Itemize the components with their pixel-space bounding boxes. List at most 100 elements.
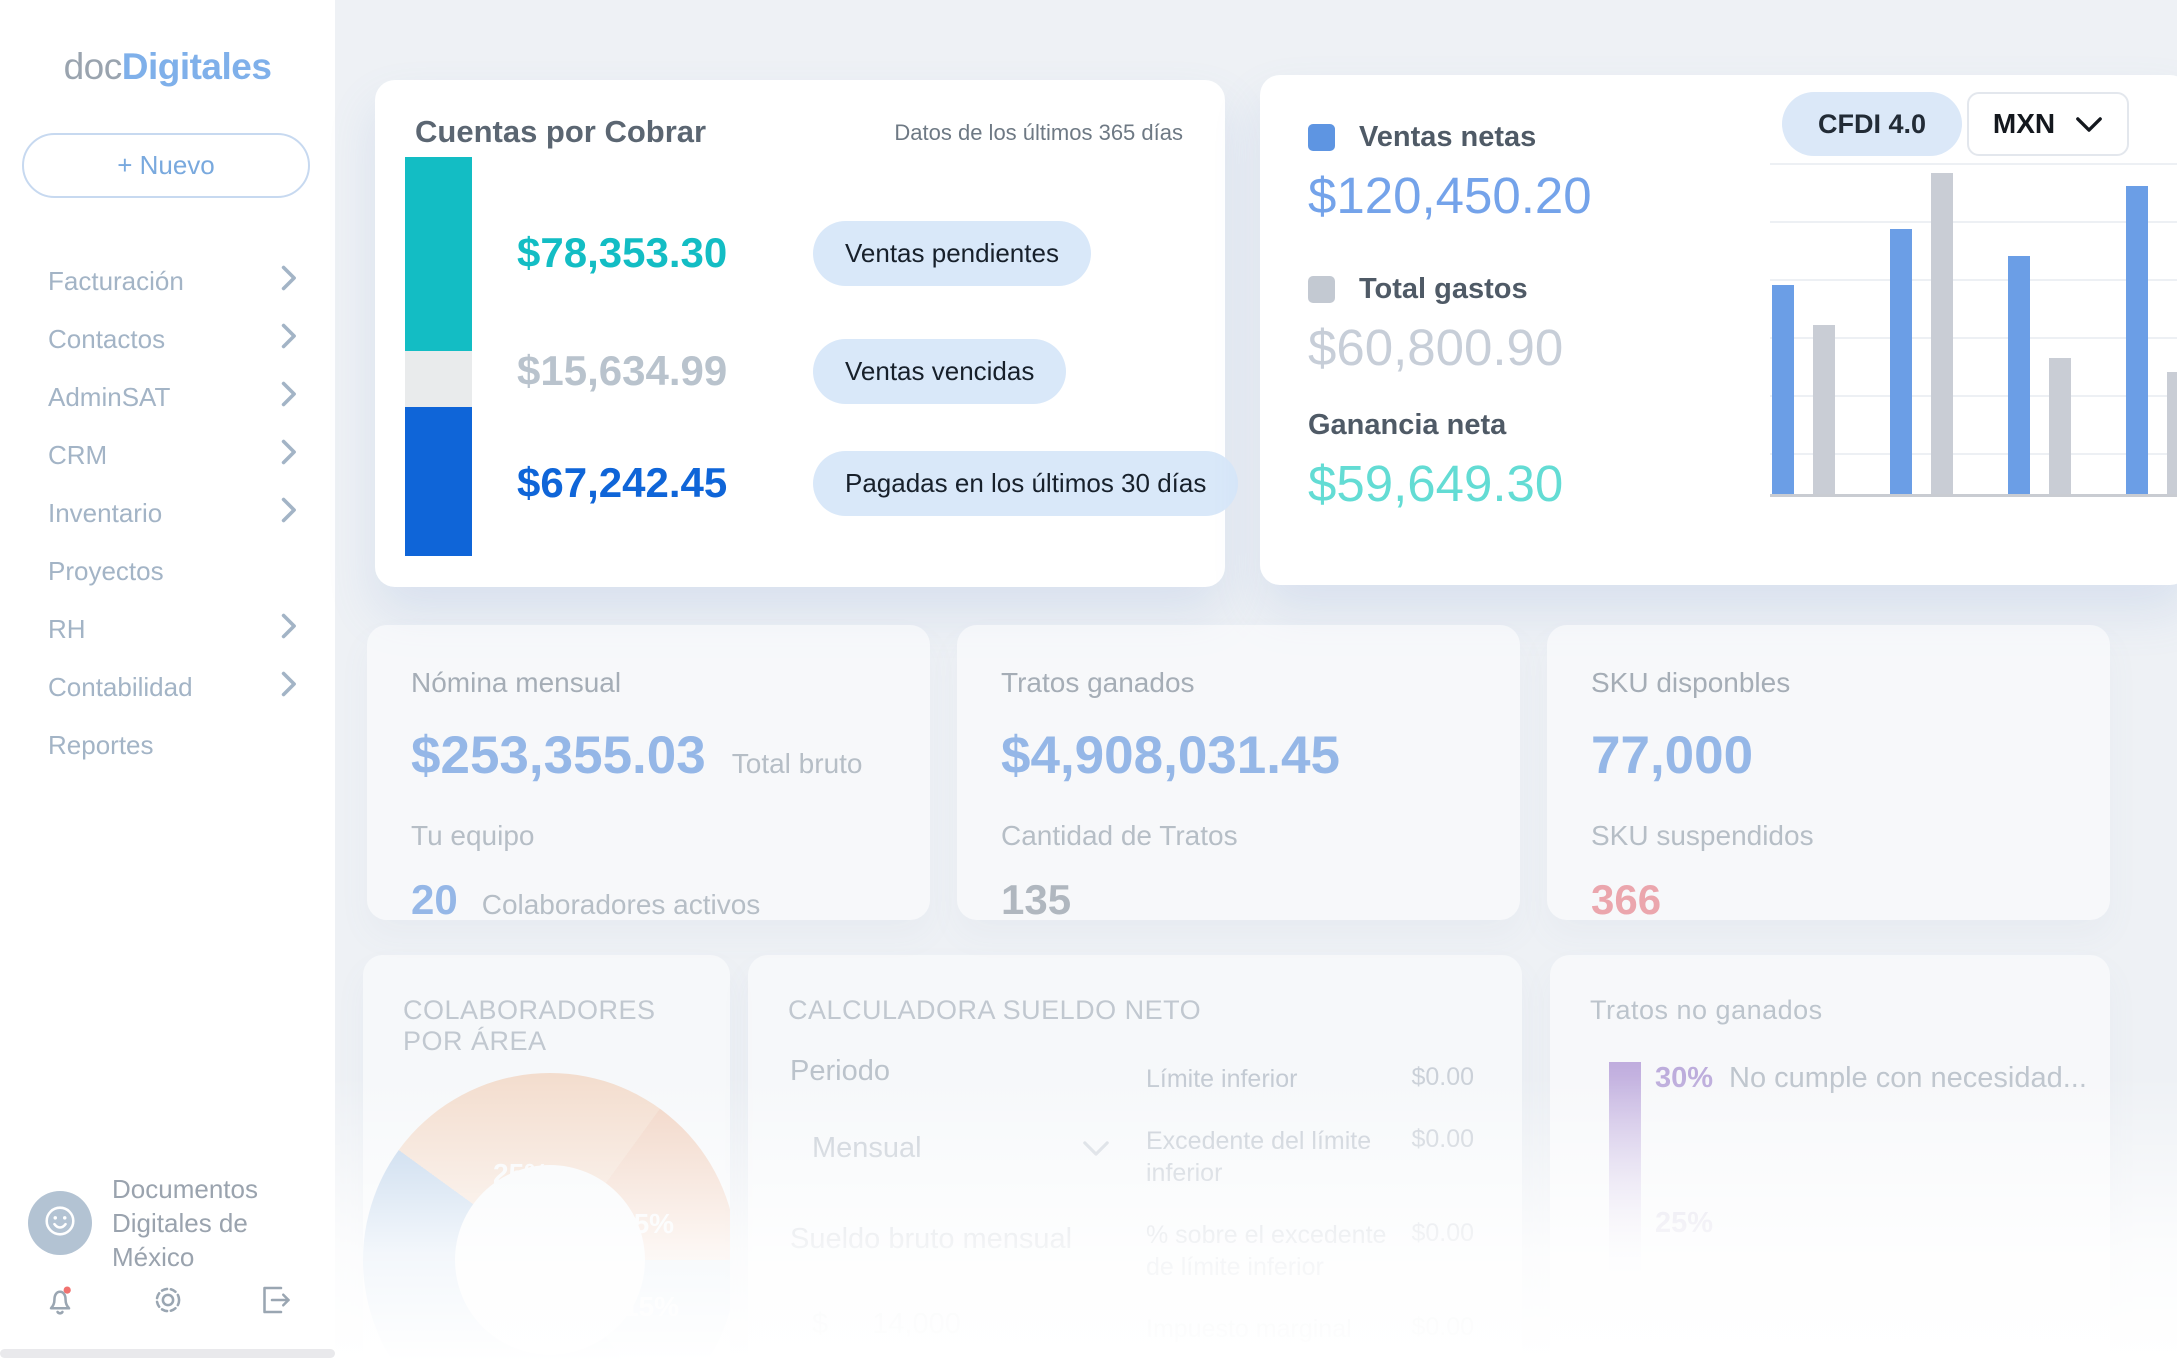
amount-ventas-vencidas: $15,634.99 bbox=[517, 347, 728, 394]
sidebar-item-contactos[interactable]: Contactos bbox=[48, 310, 297, 368]
cuentas-card-title: Cuentas por Cobrar bbox=[415, 114, 707, 149]
colaboradores-title: COLABORADORES POR ÁREA bbox=[403, 995, 656, 1056]
cuentas-por-cobrar-card: Cuentas por Cobrar Datos de los últimos … bbox=[375, 80, 1239, 587]
chevron-right-icon bbox=[280, 612, 297, 647]
app-logo: docDigitales bbox=[0, 46, 335, 88]
sidebar-item-contabilidad[interactable]: Contabilidad bbox=[48, 658, 297, 716]
bar bbox=[1931, 172, 1953, 494]
colaboradores-card: COLABORADORES POR ÁREA 25% 15% 15% 40% bbox=[363, 955, 730, 1362]
ventas-pendientes-pill[interactable]: Ventas pendientes bbox=[813, 220, 1091, 286]
donut-label-15b: 15% bbox=[623, 1291, 680, 1322]
sku-card: SKU disponbles 77,000 SKU suspendidos 36… bbox=[1547, 625, 2110, 920]
calc-row-label: Impuesto marginal bbox=[1146, 1315, 1352, 1343]
chevron-down-icon bbox=[1082, 1132, 1110, 1165]
account-name: Documentos Digitales de México bbox=[112, 1172, 335, 1274]
ganancia-neta-value: $59,649.30 bbox=[1308, 455, 1564, 512]
currency-value: MXN bbox=[1992, 108, 2056, 139]
nomina-count-caption: Colaboradores activos bbox=[481, 889, 761, 920]
sku-sub-label: SKU suspendidos bbox=[1591, 820, 1814, 851]
logout-icon[interactable] bbox=[257, 1282, 293, 1323]
tno-row-25: 25% bbox=[1655, 1207, 1713, 1240]
bar bbox=[1813, 325, 1835, 494]
nomina-mensual-card: Nómina mensual $253,355.03 Total bruto T… bbox=[367, 625, 930, 920]
sidebar-item-crm[interactable]: CRM bbox=[48, 426, 297, 484]
nomina-value-caption: Total bruto bbox=[731, 748, 863, 779]
sidebar-item-label: AdminSAT bbox=[48, 381, 171, 412]
tno-label-30: No cumple con necesidad... bbox=[1729, 1062, 2087, 1094]
sidebar-item-rh[interactable]: RH bbox=[48, 600, 297, 658]
sku-title: SKU disponbles bbox=[1591, 667, 1791, 698]
tratos-no-ganados-bar bbox=[1609, 1062, 1641, 1277]
sku-suspended-count: 366 bbox=[1591, 876, 1662, 920]
tno-pct-30: 30% bbox=[1655, 1062, 1714, 1094]
bar bbox=[2167, 371, 2177, 494]
tno-row-30: 30% No cumple con necesidad... bbox=[1655, 1062, 2087, 1095]
calculadora-results: Límite inferior $0.00 Excedente del lími… bbox=[1146, 1063, 1474, 1362]
stacked-segment bbox=[405, 407, 472, 556]
tratos-value: $4,908,031.45 bbox=[1001, 726, 1340, 785]
chevron-right-icon bbox=[280, 264, 297, 299]
sueldo-bruto-label: Sueldo bruto mensual bbox=[790, 1223, 1073, 1255]
sidebar-item-proyectos[interactable]: Proyectos bbox=[48, 542, 297, 600]
calc-row-limite-inferior: Límite inferior $0.00 bbox=[1146, 1063, 1474, 1095]
currency-select[interactable]: MXN bbox=[1967, 92, 2129, 156]
calc-row-label: Excedente del límite inferior bbox=[1146, 1127, 1372, 1187]
cfdi-badge[interactable]: CFDI 4.0 bbox=[1782, 92, 1963, 156]
tno-pct-25: 25% bbox=[1655, 1207, 1714, 1239]
tratos-count-row: 135 bbox=[957, 852, 1520, 920]
nomina-count: 20 bbox=[411, 876, 458, 920]
nomina-sub-label: Tu equipo bbox=[411, 820, 535, 851]
horizontal-scrollbar[interactable] bbox=[0, 1349, 335, 1358]
notifications-bell-icon[interactable] bbox=[42, 1282, 78, 1323]
new-button[interactable]: + Nuevo bbox=[22, 133, 310, 198]
stacked-bar-chart bbox=[405, 157, 472, 556]
bar bbox=[2049, 358, 2071, 494]
cuentas-card-body: $78,353.30 Ventas pendientes $15,634.99 … bbox=[405, 157, 1239, 556]
smiley-icon bbox=[41, 1202, 79, 1245]
ventas-netas-card: Ventas netas $120,450.20 Total gastos $6… bbox=[1260, 75, 2177, 585]
amount-pagadas: $67,242.45 bbox=[517, 459, 728, 506]
sidebar-item-label: Contabilidad bbox=[48, 671, 193, 702]
sidebar-item-label: Contactos bbox=[48, 323, 166, 354]
bar-group bbox=[2126, 163, 2177, 494]
calc-row-value: $0.00 bbox=[1411, 1219, 1474, 1247]
chevron-right-icon bbox=[280, 496, 297, 531]
bar bbox=[1890, 229, 1912, 494]
sidebar-item-inventario[interactable]: Inventario bbox=[48, 484, 297, 542]
periodo-select[interactable]: Mensual bbox=[790, 1132, 1110, 1165]
ventas-vencidas-pill[interactable]: Ventas vencidas bbox=[813, 338, 1067, 404]
calculadora-title: CALCULADORA SUELDO NETO bbox=[788, 995, 1202, 1025]
sidebar: docDigitales + Nuevo Facturación Contact… bbox=[0, 0, 335, 1362]
cuentas-row-vencidas: $15,634.99 Ventas vencidas bbox=[517, 335, 1067, 407]
tratos-ganados-card: Tratos ganados $4,908,031.45 Cantidad de… bbox=[957, 625, 1520, 920]
settings-gear-icon[interactable] bbox=[150, 1282, 186, 1323]
chevron-right-icon bbox=[280, 380, 297, 415]
logo-suffix: Digitales bbox=[121, 46, 272, 87]
sku-value: 77,000 bbox=[1591, 726, 1754, 785]
sidebar-item-reportes[interactable]: Reportes bbox=[48, 716, 297, 774]
sueldo-bruto-input[interactable]: $ 14,000 bbox=[790, 1308, 1120, 1341]
sidebar-footer-icons bbox=[42, 1282, 293, 1323]
cuentas-row-pendientes: $78,353.30 Ventas pendientes bbox=[517, 217, 1091, 289]
chevron-right-icon bbox=[280, 670, 297, 705]
ganancia-neta-label-row: Ganancia neta bbox=[1308, 409, 1563, 442]
calculadora-card: CALCULADORA SUELDO NETO Periodo Mensual … bbox=[748, 955, 1522, 1362]
total-gastos-label: Total gastos bbox=[1359, 273, 1528, 305]
ganancia-neta-label: Ganancia neta bbox=[1308, 409, 1507, 441]
tratos-no-ganados-title: Tratos no ganados bbox=[1590, 995, 1823, 1025]
total-gastos-legend: Total gastos bbox=[1308, 273, 1563, 306]
stat-total-gastos: Total gastos $60,800.90 bbox=[1308, 273, 1563, 377]
pagadas-pill[interactable]: Pagadas en los últimos 30 días bbox=[813, 450, 1239, 516]
avatar bbox=[28, 1191, 92, 1255]
calc-row-label: % sobre el excedente de límite inferior bbox=[1146, 1221, 1387, 1281]
ventas-netas-legend: Ventas netas bbox=[1308, 121, 1592, 154]
currency-prefix: $ bbox=[812, 1308, 829, 1340]
sidebar-item-adminsat[interactable]: AdminSAT bbox=[48, 368, 297, 426]
sidebar-item-facturacion[interactable]: Facturación bbox=[48, 252, 297, 310]
bar bbox=[1772, 285, 1794, 494]
account-info[interactable]: Documentos Digitales de México bbox=[28, 1172, 335, 1274]
bar-group bbox=[1890, 163, 1953, 494]
sidebar-menu: Facturación Contactos AdminSAT CRM Inven… bbox=[48, 252, 297, 774]
donut-label-25: 25% bbox=[493, 1158, 550, 1189]
bar-group bbox=[2008, 163, 2071, 494]
